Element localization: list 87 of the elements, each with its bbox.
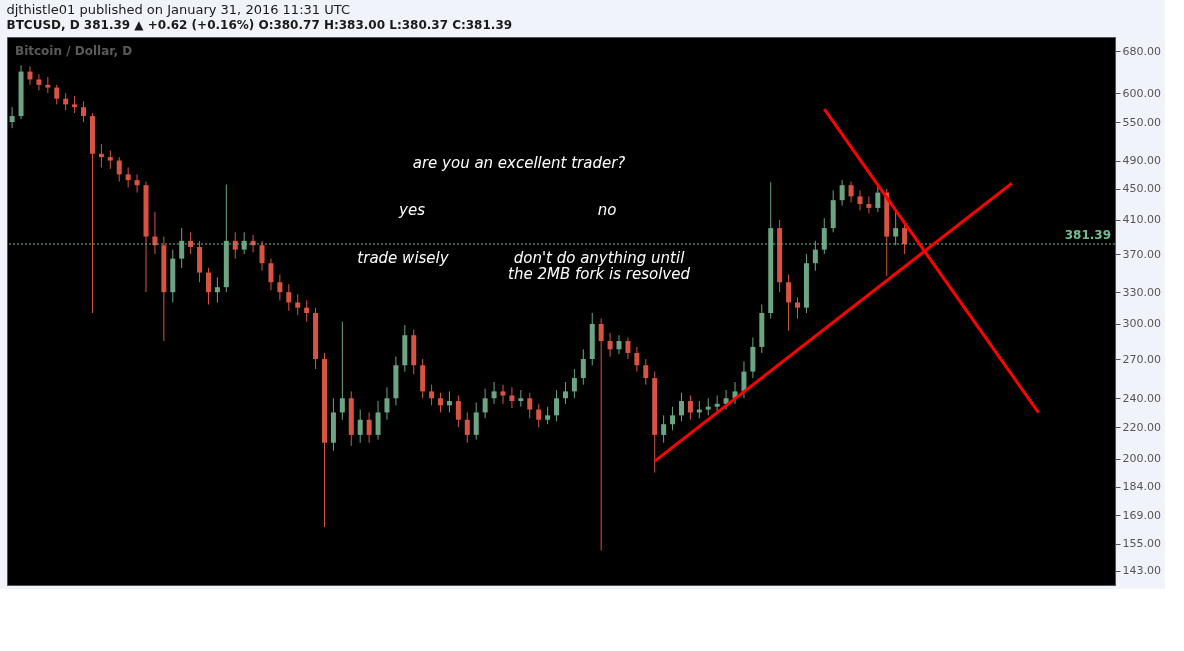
y-tick-label: 330.00: [1122, 285, 1161, 299]
candlestick: [634, 346, 640, 373]
candlestick: [571, 368, 577, 399]
candlestick: [848, 181, 854, 203]
candlestick: [893, 211, 899, 246]
candlestick: [812, 240, 818, 272]
candlestick: [205, 267, 211, 306]
candlestick: [366, 411, 372, 444]
candlestick: [259, 240, 265, 272]
candlestick: [357, 409, 363, 444]
candlestick: [429, 384, 435, 406]
candlestick: [446, 390, 452, 413]
candlestick: [277, 274, 283, 301]
candlestick: [268, 258, 274, 291]
y-tick-label: 169.00: [1122, 508, 1161, 522]
y-tick-label: 490.00: [1122, 154, 1161, 168]
candlestick: [857, 189, 863, 211]
candlestick: [670, 406, 676, 431]
chart-title: djthistle01 published on January 31, 2016 11:31 UTC: [6, 2, 350, 17]
candlestick: [384, 386, 390, 421]
candlestick: [839, 179, 845, 207]
candlestick: [375, 400, 381, 441]
candlestick: [286, 283, 292, 312]
candlestick: [902, 223, 908, 255]
y-tick-label: 600.00: [1122, 86, 1161, 100]
candlestick: [304, 299, 310, 323]
candlestick: [866, 195, 872, 214]
annotation: trade wisely: [357, 249, 450, 267]
candlestick: [678, 392, 684, 422]
candlestick: [598, 317, 604, 551]
candlestick: [295, 293, 301, 316]
candlestick: [527, 392, 533, 419]
candlestick: [116, 156, 122, 183]
y-tick-label: 155.00: [1122, 537, 1161, 551]
y-tick-label: 240.00: [1122, 391, 1161, 405]
annotation: yes: [398, 201, 426, 219]
candlestick: [687, 395, 693, 421]
candlestick: [81, 101, 87, 123]
candlestick: [562, 381, 568, 405]
candlestick: [473, 401, 479, 441]
candlestick: [580, 348, 586, 386]
y-tick-label: 370.00: [1122, 247, 1161, 261]
candlestick: [643, 358, 649, 386]
candlestick: [134, 173, 140, 194]
annotation: are you an excellent trader?: [412, 154, 626, 172]
y-tick-label: 270.00: [1122, 352, 1161, 366]
candlestick: [607, 332, 613, 358]
candlestick: [625, 337, 631, 360]
candlestick: [339, 321, 345, 421]
candlestick: [509, 386, 515, 409]
chart-subtitle: BTCUSD, D 381.39 ▲ +0.62 (+0.16%) O:380.77 H:383.00 L:380.37 C:381.39: [6, 18, 513, 32]
candlestick: [214, 276, 220, 303]
candlestick: [9, 106, 15, 129]
candlestick: [36, 73, 42, 91]
candlestick: [125, 166, 131, 188]
candlestick: [107, 149, 113, 170]
candlestick: [741, 361, 747, 399]
annotation: Bitcoin / Dollar, D: [15, 44, 133, 58]
y-tick-label: 410.00: [1122, 213, 1161, 227]
y-tick-label: 450.00: [1122, 182, 1161, 196]
candlestick: [54, 84, 60, 105]
candlestick: [482, 388, 488, 419]
y-tick-label: 300.00: [1122, 317, 1161, 331]
candlestick: [27, 65, 33, 86]
candlestick: [795, 296, 800, 319]
y-tick-label: 143.00: [1122, 564, 1161, 578]
candlestick: [464, 411, 470, 444]
candlestick: [500, 384, 506, 405]
y-tick-label: 184.00: [1122, 480, 1161, 494]
annotation: no: [597, 201, 617, 219]
candlestick: [554, 389, 560, 422]
annotation: don't do anything until the 2MB fork is resolved: [508, 249, 691, 283]
ref-line-label: 381.39: [1064, 227, 1111, 242]
y-tick-label: 550.00: [1122, 115, 1161, 129]
candlestick: [875, 184, 881, 213]
candlestick: [661, 414, 667, 444]
candlestick: [821, 217, 827, 255]
candlestick: [491, 381, 497, 405]
candlestick: [536, 403, 542, 428]
candlestick: [786, 274, 792, 332]
candlestick: [616, 334, 622, 355]
candlestick: [455, 395, 461, 428]
y-tick-label: 220.00: [1122, 420, 1161, 434]
candlestick: [179, 227, 185, 269]
candlestick: [438, 392, 444, 413]
y-tick-label: 200.00: [1122, 452, 1161, 466]
y-tick-label: 680.00: [1122, 44, 1161, 58]
